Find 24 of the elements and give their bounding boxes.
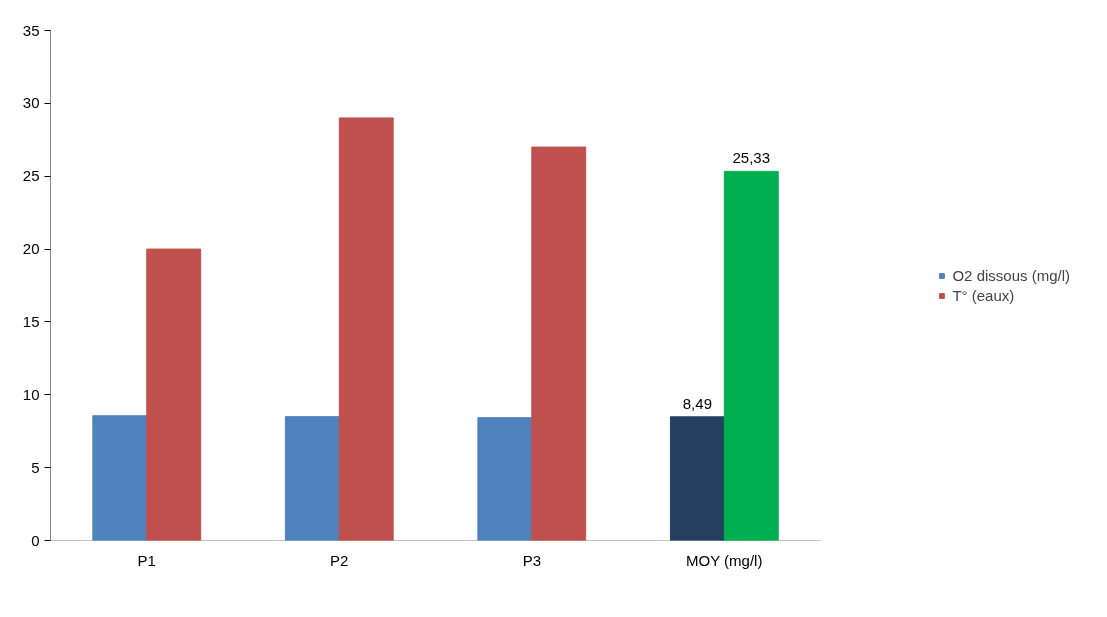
x-tick-label: P2 — [330, 551, 349, 569]
data-label: 25,33 — [732, 149, 771, 167]
legend-label: T° (eaux) — [952, 286, 1015, 304]
legend-label: O2 dissous (mg/l) — [952, 266, 1070, 284]
bar — [92, 415, 148, 541]
bar — [284, 416, 340, 541]
y-tick-label: 5 — [31, 458, 40, 476]
y-tick-label: 0 — [31, 531, 40, 549]
bar — [723, 170, 779, 541]
bar — [669, 416, 725, 541]
y-tick-label: 25 — [22, 167, 40, 185]
bar — [146, 248, 202, 541]
y-tick-label: 30 — [22, 94, 40, 112]
bar — [531, 146, 587, 541]
data-label: 8,49 — [682, 394, 712, 412]
y-tick-label: 35 — [22, 21, 40, 39]
y-tick-label: 10 — [22, 385, 40, 403]
y-tick-label: 20 — [22, 240, 40, 258]
x-tick-label: P3 — [522, 551, 541, 569]
bar — [477, 417, 533, 541]
bar — [338, 117, 394, 541]
y-tick-label: 15 — [22, 312, 40, 330]
x-tick-label: MOY (mg/l) — [686, 551, 763, 569]
x-tick-label: P1 — [137, 551, 156, 569]
